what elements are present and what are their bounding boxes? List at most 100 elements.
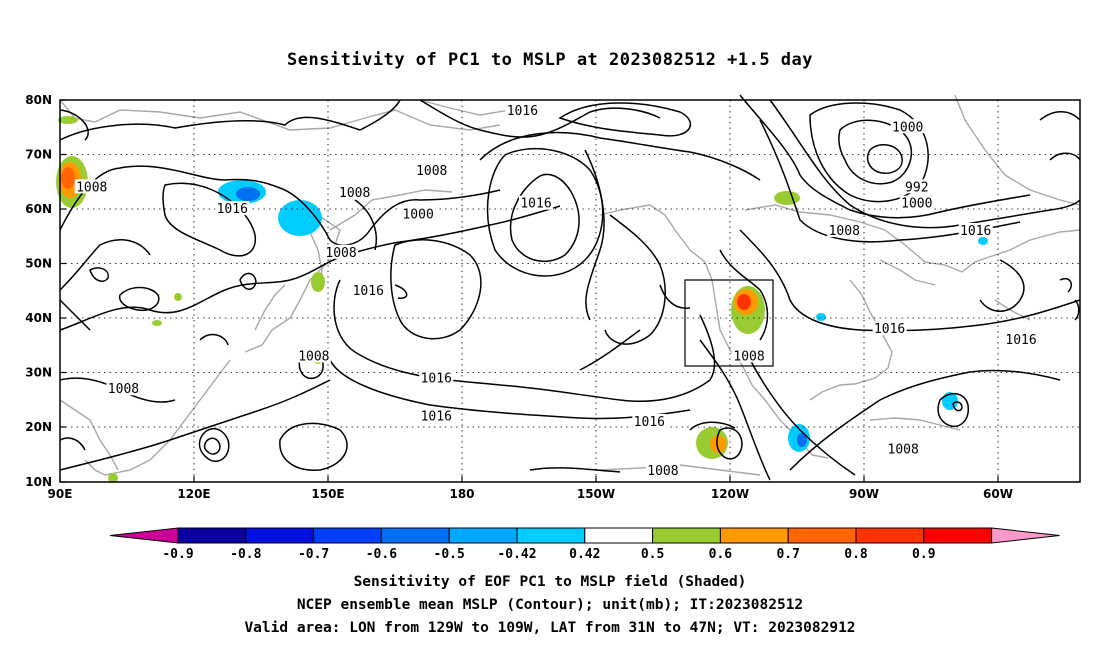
contour-label-bg bbox=[890, 119, 925, 134]
colorbar-segment bbox=[448, 527, 518, 544]
graticule bbox=[60, 100, 1080, 482]
contour-label-bg bbox=[419, 370, 454, 385]
colorbar-label: 0.9 bbox=[912, 547, 935, 562]
contour-label-bg bbox=[215, 201, 250, 216]
lat-label: 70N bbox=[25, 148, 52, 162]
colorbar-high-end bbox=[991, 527, 1060, 544]
contour-label-bg bbox=[324, 244, 359, 259]
contour-label-bg bbox=[827, 222, 862, 237]
caption-line-2: NCEP ensemble mean MSLP (Contour); unit(… bbox=[296, 597, 804, 613]
contour-label-bg bbox=[645, 463, 680, 478]
caption-line-3: Valid area: LON from 129W to 109W, LAT f… bbox=[244, 620, 856, 636]
colorbar-label: -0.7 bbox=[298, 547, 329, 562]
contour-label: 1008 bbox=[888, 442, 919, 457]
contour-label-bg bbox=[401, 206, 436, 221]
colorbar-segment bbox=[380, 527, 450, 544]
contour-label-bg bbox=[419, 408, 454, 423]
lon-label: 180 bbox=[449, 487, 474, 501]
lat-label: 60N bbox=[25, 202, 52, 216]
contour-label: 1008 bbox=[76, 180, 107, 195]
contour-label: 1008 bbox=[829, 224, 860, 239]
contour-label: 1016 bbox=[421, 410, 452, 425]
longitude-labels: 90E 120E 150E 180 150W 120W 90W 60W bbox=[48, 487, 1013, 501]
colorbar-label: 0.5 bbox=[641, 547, 664, 562]
mslp-contours bbox=[59, 94, 1081, 481]
contour-label: 1008 bbox=[647, 464, 678, 479]
colorbar-label: -0.42 bbox=[497, 547, 536, 562]
lon-label: 90W bbox=[849, 487, 879, 501]
contour-label: 1000 bbox=[892, 120, 923, 135]
contour-label: 1016 bbox=[507, 104, 538, 119]
colorbar-label: -0.5 bbox=[434, 547, 465, 562]
lon-label: 120W bbox=[711, 487, 749, 501]
contour-label-bg bbox=[351, 283, 386, 297]
contour-label: 1016 bbox=[217, 202, 248, 217]
contour-label: 1016 bbox=[634, 415, 665, 430]
contour-label-bg bbox=[958, 222, 993, 237]
tick-marks bbox=[59, 99, 999, 483]
contour-label-bg bbox=[414, 162, 449, 177]
colorbar-label: 0.7 bbox=[776, 547, 799, 562]
lon-label: 120E bbox=[177, 487, 210, 501]
contour-label-bg bbox=[296, 348, 331, 363]
contour-label-bg bbox=[106, 381, 141, 396]
colorbar-segment bbox=[652, 527, 721, 544]
lon-label: 90E bbox=[48, 487, 73, 501]
contour-label-bg bbox=[1004, 332, 1039, 347]
colorbar-segment bbox=[245, 527, 315, 544]
colorbar-segment bbox=[584, 527, 654, 544]
colorbar-label: -0.9 bbox=[162, 547, 193, 562]
colorbar-segment bbox=[516, 527, 586, 544]
contour-label: 992 bbox=[905, 180, 928, 195]
colorbar-segment bbox=[313, 527, 382, 544]
contour-label: 1016 bbox=[421, 371, 452, 386]
contour-label: 1016 bbox=[874, 322, 905, 337]
lat-label: 40N bbox=[25, 311, 52, 325]
contour-label-bg bbox=[886, 441, 921, 456]
colorbar-segment bbox=[787, 527, 857, 544]
colorbar-segment bbox=[177, 527, 247, 544]
contour-label-bg bbox=[632, 413, 667, 428]
colorbar-label: 0.8 bbox=[844, 547, 868, 562]
lon-label: 60W bbox=[983, 487, 1013, 501]
lat-label: 50N bbox=[25, 257, 52, 271]
sensitivity-shading bbox=[56, 116, 988, 483]
contour-label-bg bbox=[519, 195, 553, 210]
contour-label-bg bbox=[505, 102, 540, 117]
contour-label-bg bbox=[903, 179, 930, 194]
colorbar-segment bbox=[855, 527, 925, 544]
contour-label: 1008 bbox=[298, 349, 329, 364]
contour-label-bg bbox=[337, 184, 372, 199]
contour-label: 1016 bbox=[960, 224, 991, 239]
contour-label: 1008 bbox=[416, 164, 447, 179]
latitude-labels: 80N 70N 60N 50N 40N 30N 20N 10N bbox=[25, 93, 52, 489]
colorbar: -0.9 -0.8 -0.7 -0.6 -0.5 -0.42 0.42 0.5 0.6 0.7 0.… bbox=[109, 527, 1060, 562]
colorbar-segment bbox=[923, 527, 993, 544]
colorbar-label: -0.6 bbox=[366, 547, 397, 562]
contour-label: 1000 bbox=[402, 208, 433, 223]
contour-label: 1008 bbox=[339, 186, 370, 201]
contour-label-bg bbox=[732, 348, 767, 363]
contour-label-bg bbox=[872, 321, 907, 336]
contour-label: 1008 bbox=[325, 246, 356, 261]
map-frame bbox=[59, 99, 1081, 483]
contour-label-bg bbox=[899, 195, 934, 210]
caption-line-1: Sensitivity of EOF PC1 to MSLP field (Sh… bbox=[353, 574, 747, 590]
contour-label: 1016 bbox=[353, 284, 384, 299]
contour-label: 1008 bbox=[733, 349, 764, 364]
lat-label: 80N bbox=[25, 93, 52, 107]
valid-area-box bbox=[684, 279, 774, 367]
colorbar-label: -0.8 bbox=[230, 547, 261, 562]
colorbar-low-end bbox=[109, 527, 179, 544]
contour-label: 1016 bbox=[1005, 333, 1036, 348]
lon-label: 150E bbox=[311, 487, 344, 501]
lon-label: 150W bbox=[577, 487, 615, 501]
contour-label: 1008 bbox=[108, 382, 139, 397]
contour-label: 1000 bbox=[901, 197, 932, 212]
colorbar-label: 0.6 bbox=[709, 547, 733, 562]
lat-label: 10N bbox=[25, 475, 52, 489]
colorbar-segment bbox=[719, 527, 789, 544]
contour-label-bg bbox=[74, 179, 109, 194]
contour-label: 1016 bbox=[520, 197, 551, 212]
plot-title: Sensitivity of PC1 to MSLP at 2023082512… bbox=[286, 50, 813, 70]
